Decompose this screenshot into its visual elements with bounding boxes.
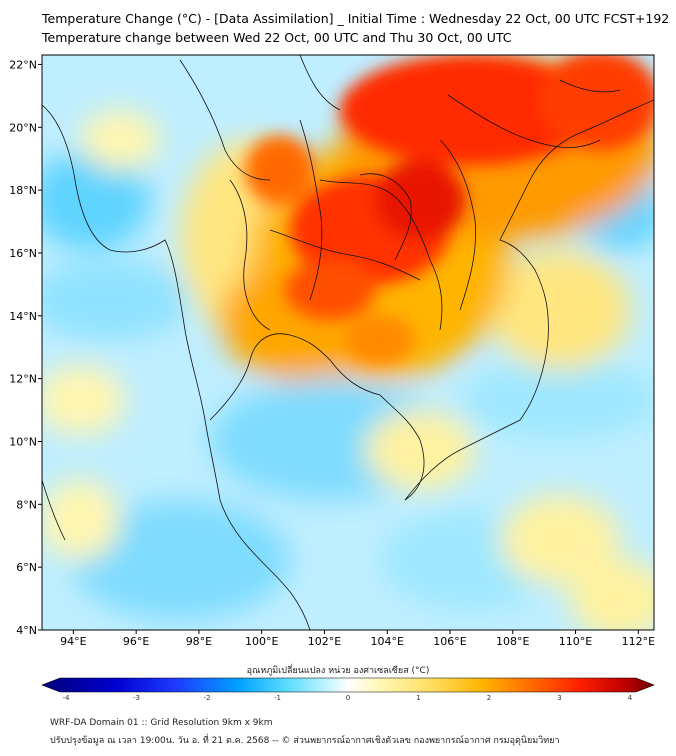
colorbar-tick-label: -2 (204, 694, 211, 702)
lon-tick-label: 102°E (308, 635, 341, 648)
lat-tick-label: 12°N (9, 373, 37, 386)
lon-tick-label: 98°E (186, 635, 212, 648)
colorbar-tick-label: 1 (416, 694, 420, 702)
lon-tick-label: 94°E (60, 635, 86, 648)
lon-tick-label: 108°E (496, 635, 529, 648)
colorbar-label: อุณหภูมิเปลี่ยนแปลง หน่วย องศาเซลเซียส (… (246, 666, 430, 676)
lat-tick-label: 18°N (9, 184, 37, 197)
colorbar-tick-label: 4 (628, 694, 633, 702)
lon-tick-label: 106°E (433, 635, 466, 648)
colorbar-tick-label: 0 (346, 694, 350, 702)
lat-tick-label: 16°N (9, 247, 37, 260)
lon-tick-label: 110°E (559, 635, 592, 648)
colorbar-tick-label: 2 (487, 694, 491, 702)
lat-tick-label: 4°N (16, 624, 37, 637)
lon-tick-label: 96°E (123, 635, 149, 648)
plot-frame (41, 54, 655, 631)
lon-tick-label: 100°E (245, 635, 278, 648)
lat-tick-label: 8°N (16, 498, 37, 511)
lat-tick-label: 20°N (9, 121, 37, 134)
colorbar-tick-label: -1 (274, 694, 281, 702)
chart-title: Temperature Change (°C) - [Data Assimila… (42, 11, 670, 26)
lat-tick-label: 10°N (9, 435, 37, 448)
lon-tick-label: 104°E (371, 635, 404, 648)
colorbar-bar (41, 677, 655, 693)
colorbar-tick-label: -3 (133, 694, 140, 702)
footer-model-info: WRF-DA Domain 01 :: Grid Resolution 9km … (50, 718, 273, 728)
latitude-axis: 22°N 20°N 18°N 16°N 14°N 12°N 10°N 8°N 6°N 4°N (9, 58, 42, 637)
footer-update-info: ปรับปรุงข้อมูล ณ เวลา 19:00น. วัน อ. ที่… (50, 736, 560, 746)
lat-tick-label: 6°N (16, 561, 37, 574)
lat-tick-label: 22°N (9, 58, 37, 71)
chart-subtitle: Temperature change between Wed 22 Oct, 0… (42, 30, 512, 45)
colorbar-tick-label: -4 (63, 694, 71, 702)
coastlines (42, 55, 654, 630)
lat-tick-label: 14°N (9, 310, 37, 323)
temperature-field (42, 55, 654, 630)
colorbar: -4 -3 -2 -1 0 1 2 3 4 (41, 677, 655, 702)
lon-tick-label: 112°E (622, 635, 655, 648)
colorbar-tick-label: 3 (557, 694, 561, 702)
longitude-axis: 94°E 96°E 98°E 100°E 102°E 104°E 106°E 108°E 110… (60, 630, 655, 648)
